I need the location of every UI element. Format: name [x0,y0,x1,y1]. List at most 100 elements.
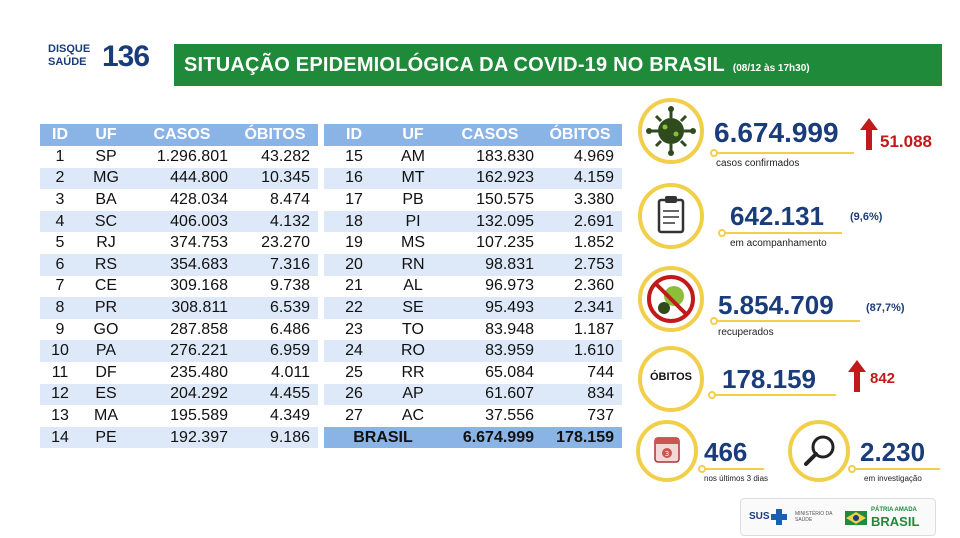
table-row: 9 GO 287.858 6.486 [40,319,318,341]
table-row: 20 RN 98.831 2.753 [324,253,622,276]
cell-id: 8 [40,297,80,319]
cell-casos: 235.480 [170,363,228,381]
cell-uf: GO [93,320,119,338]
col-id: ID [40,124,80,146]
cell-id: 17 [345,190,363,208]
svg-text:3: 3 [665,450,669,458]
deaths-increase: 842 [870,370,896,387]
cell-casos: 1.296.801 [156,147,228,165]
cell-uf: BA [95,190,117,208]
clipboard-icon [657,196,685,234]
clipboard-circle [638,183,704,249]
logo-line2: SAÚDE [48,56,87,68]
calendar-icon: 3 [654,437,680,463]
deaths-badge: ÓBITOS [650,371,692,383]
cell-id: 3 [55,190,65,208]
table-row: 13 MA 195.589 4.349 [40,405,318,427]
table-row: 27 AC 37.556 737 [324,405,622,427]
brasil-flag-icon [845,511,867,525]
total-obitos: 178.159 [538,426,622,449]
magnifier-icon [804,435,835,466]
cell-casos: 204.292 [132,383,232,406]
cell-casos: 183.830 [476,147,534,165]
cell-uf: AP [384,383,442,406]
footer-logos: SUS MINISTÉRIO DA SAÚDE PÁTRIA AMADA BRA… [740,498,936,536]
cell-obitos: 4.132 [232,210,318,233]
cell-casos: 61.607 [442,383,538,406]
cell-uf: AM [401,147,425,165]
cell-casos: 132.095 [442,210,538,233]
cell-uf: DF [95,363,117,381]
table-row: 8 PR 308.811 6.539 [40,297,318,319]
cell-casos: 162.923 [442,167,538,190]
recovered-circle [638,266,704,332]
cell-uf: PE [80,426,132,449]
cell-uf: PB [402,190,424,208]
cell-casos: 83.959 [442,340,538,362]
cell-id: 25 [345,363,363,381]
cell-casos: 309.168 [170,277,228,295]
cell-obitos: 10.345 [232,167,318,190]
cell-casos: 83.948 [485,320,534,338]
recovered-label: recuperados [718,327,774,338]
cell-obitos: 1.852 [573,234,614,252]
table-row: 10 PA 276.221 6.959 [40,340,318,362]
cell-id: 11 [51,363,69,381]
confirmed-label: casos confirmados [716,158,800,169]
cell-obitos: 6.959 [232,340,318,362]
cell-casos: 95.493 [442,297,538,319]
cell-id: 7 [55,277,65,295]
states-table-left: ID UF CASOS ÓBITOS 1 SP 1.296.801 43.282 2 MG… [40,124,318,449]
total-row: BRASIL 6.674.999 178.159 [324,426,622,449]
cell-casos: 428.034 [170,190,228,208]
confirmed-value: 6.674.999 [714,117,839,148]
cell-obitos: 9.186 [232,426,318,449]
table-row: 22 SE 95.493 2.341 [324,297,622,319]
cell-uf: RS [80,253,132,276]
table-row: 5 RJ 374.753 23.270 [40,232,318,254]
title-banner: SITUAÇÃO EPIDEMIOLÓGICA DA COVID-19 NO B… [174,44,942,86]
cell-id: 19 [345,234,363,252]
cell-casos: 65.084 [485,363,534,381]
deaths-circle: ÓBITOS [638,346,704,412]
cell-casos: 195.589 [170,406,228,424]
logo-number: 136 [102,40,150,73]
cell-id: 13 [51,406,69,424]
calendar-circle: 3 [636,420,698,482]
cell-id: 23 [345,320,363,338]
cell-obitos: 1.187 [573,320,614,338]
logo-line1: DISQUE [48,43,91,55]
recovered-dot [710,317,718,325]
table-row: 21 AL 96.973 2.360 [324,276,622,298]
table-header: ID UF CASOS ÓBITOS [324,124,622,146]
cell-obitos: 4.159 [538,167,622,190]
virus-icon [646,106,696,156]
cell-id: 6 [40,253,80,276]
confirmed-dot [710,149,718,157]
cell-id: 4 [40,210,80,233]
cell-obitos: 6.486 [269,320,310,338]
cell-uf: MS [401,234,425,252]
table-row: 17 PB 150.575 3.380 [324,189,622,211]
cell-id: 1 [55,147,65,165]
cell-obitos: 2.753 [538,253,622,276]
cell-id: 12 [40,383,80,406]
cell-id: 15 [345,147,363,165]
table-row: 6 RS 354.683 7.316 [40,253,318,276]
cell-id: 18 [324,210,384,233]
cell-obitos: 2.691 [538,210,622,233]
total-casos: 6.674.999 [442,426,538,449]
recovered-value: 5.854.709 [718,290,834,320]
cell-id: 5 [55,234,65,252]
ministerio-logo: MINISTÉRIO DA SAÚDE [795,511,833,523]
deaths-underline [712,394,836,396]
cell-uf: SC [80,210,132,233]
cell-uf: RN [384,253,442,276]
deaths-value: 178.159 [722,364,816,394]
cell-obitos: 2.360 [573,277,614,295]
arrow-up-icon [860,118,878,150]
cell-obitos: 744 [587,363,614,381]
total-label: BRASIL [324,426,442,449]
cell-casos: 354.683 [132,253,232,276]
cell-casos: 406.003 [132,210,232,233]
